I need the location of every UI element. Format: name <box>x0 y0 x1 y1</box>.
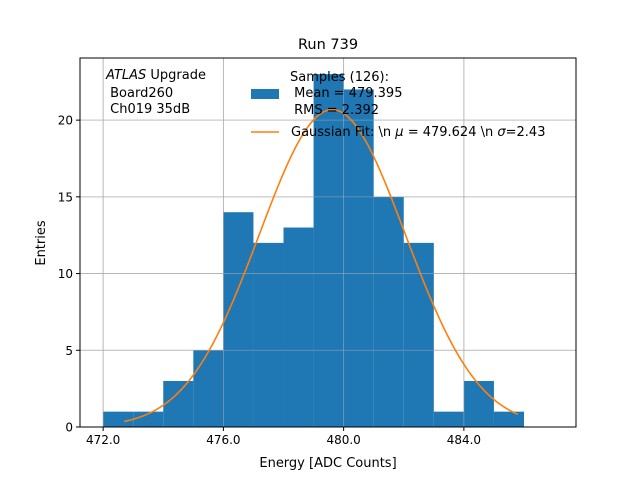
legend-fit-mu: = 479.624 \n <box>404 125 498 140</box>
histogram-bar <box>343 89 374 428</box>
histogram-bar <box>253 242 284 427</box>
histogram-bar <box>223 212 254 427</box>
svg-text:ATLAS Upgrade: ATLAS Upgrade <box>105 68 206 83</box>
y-tick-label: 15 <box>58 190 73 204</box>
histogram-bar <box>463 380 494 427</box>
x-axis-ticks: 472.0 476.0 480.0 484.0 <box>86 427 481 447</box>
legend-samples: Samples (126): <box>290 70 389 85</box>
y-tick-label: 10 <box>58 267 73 281</box>
histogram-bar <box>433 411 464 427</box>
histogram-bar <box>103 411 134 427</box>
y-axis-label: Entries <box>34 220 49 266</box>
histogram-bar <box>133 411 164 427</box>
x-tick-label: 472.0 <box>86 433 120 447</box>
atlas-annotation: ATLAS Upgrade Board260 Ch019 35dB <box>105 68 206 117</box>
axes-frame <box>79 57 577 428</box>
atlas-label: ATLAS <box>105 68 146 83</box>
legend-rms: RMS = 2.392 <box>290 103 379 118</box>
histogram-bar <box>193 350 224 427</box>
board-label: Board260 <box>106 86 173 101</box>
y-tick-label: 0 <box>65 421 73 435</box>
legend-mean: Mean = 479.395 <box>290 86 402 101</box>
legend-mu: μ <box>394 125 403 140</box>
svg-text:Gaussian Fit: \n μ = 479.624 \: Gaussian Fit: \n μ = 479.624 \n σ=2.43 <box>291 125 545 140</box>
upgrade-label: Upgrade <box>146 68 206 83</box>
histogram-bar <box>163 380 194 427</box>
legend-fit-text: Gaussian Fit: \n <box>291 125 395 140</box>
x-axis-label: Energy [ADC Counts] <box>259 456 396 471</box>
x-tick-label: 484.0 <box>447 433 481 447</box>
x-tick-label: 480.0 <box>326 433 360 447</box>
y-axis-ticks: 0 5 10 15 20 <box>58 114 80 435</box>
chart-title: Run 739 <box>298 37 358 53</box>
histogram-bar <box>493 411 524 427</box>
legend-fit-sigma: =2.43 <box>506 125 546 140</box>
legend-hist-swatch <box>251 89 279 99</box>
y-tick-label: 5 <box>65 344 73 358</box>
x-tick-label: 476.0 <box>206 433 240 447</box>
channel-label: Ch019 35dB <box>106 102 190 117</box>
gaussian-fit-curve <box>124 108 519 423</box>
histogram-bars <box>103 74 524 428</box>
histogram-bar <box>373 196 404 427</box>
histogram-bar <box>313 74 344 428</box>
histogram-bar <box>283 227 314 427</box>
legend: Samples (126): Mean = 479.395 RMS = 2.39… <box>251 70 545 140</box>
legend-sigma: σ <box>497 125 506 140</box>
y-tick-label: 20 <box>58 114 73 128</box>
